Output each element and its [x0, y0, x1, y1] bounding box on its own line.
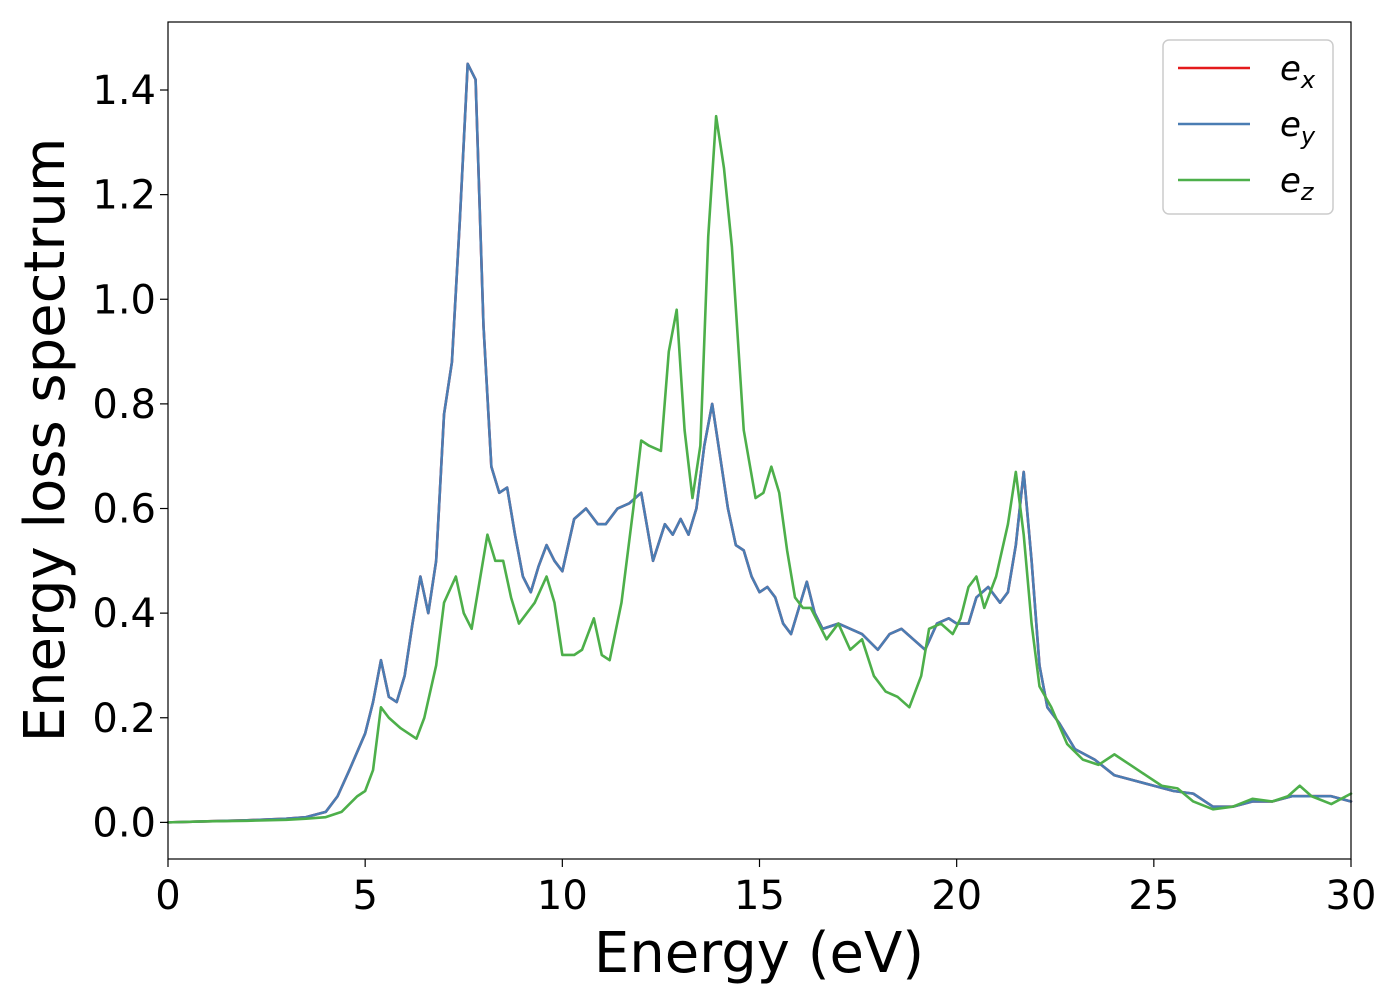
x-tick-label: 15 — [734, 873, 785, 919]
legend-box — [1162, 39, 1334, 215]
y-tick-label: 0.6 — [92, 487, 156, 533]
y-tick-label: 0.2 — [92, 696, 156, 742]
y-tick-label: 0.4 — [92, 591, 156, 637]
y-axis-label: Energy loss spectrum — [13, 138, 78, 743]
x-tick-label: 25 — [1128, 873, 1179, 919]
y-tick-label: 0.8 — [92, 382, 156, 428]
x-axis-label: Energy (eV) — [594, 921, 924, 986]
x-tick-label: 20 — [931, 873, 982, 919]
series-line-e-z — [166, 114, 1353, 824]
series-layer — [166, 62, 1353, 824]
series-line-e-y — [166, 62, 1353, 824]
y-tick-label: 1.0 — [92, 277, 156, 323]
x-tick-label: 0 — [155, 873, 180, 919]
y-tick-label: 1.4 — [92, 68, 156, 114]
x-tick-label: 30 — [1326, 873, 1377, 919]
y-tick-label: 0.0 — [92, 800, 156, 846]
x-tick-label: 5 — [352, 873, 377, 919]
x-ticks: 0 5 10 15 20 25 30 — [155, 859, 1376, 919]
x-tick-label: 10 — [537, 873, 588, 919]
y-tick-label: 1.2 — [92, 173, 156, 219]
y-ticks: 0.0 0.2 0.4 0.6 0.8 1.0 1.2 1.4 — [92, 68, 168, 846]
